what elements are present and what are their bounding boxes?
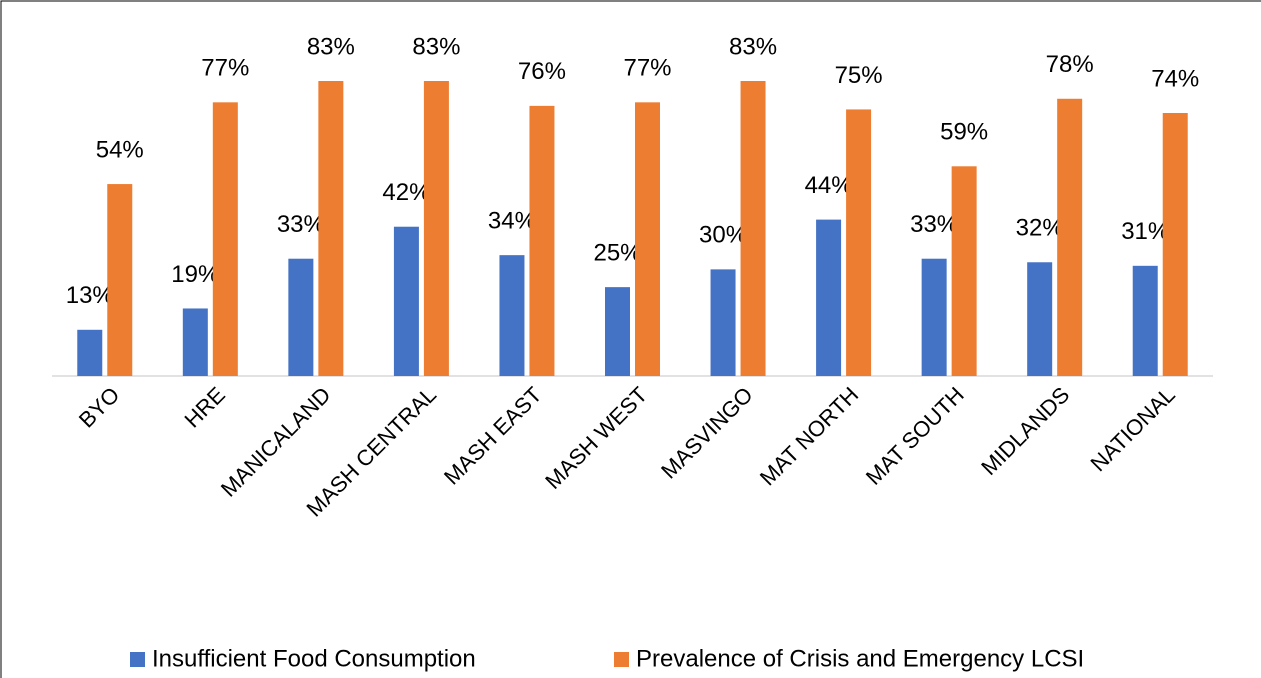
bar [318,81,344,376]
data-label: 75% [835,62,883,89]
legend-label: Insufficient Food Consumption [152,645,476,672]
data-label: 59% [940,119,988,146]
legend-label: Prevalence of Crisis and Emergency LCSI [636,645,1084,672]
x-tick-label: MIDLANDS [976,382,1074,480]
data-label: 42% [382,179,430,206]
data-label: 74% [1151,65,1199,92]
data-label: 31% [1121,218,1169,245]
data-label: 76% [518,58,566,85]
bar [921,258,947,376]
bar [107,184,133,376]
bar [635,102,660,376]
bar [393,226,419,376]
bar [605,287,630,376]
x-tick-label: BYO [74,382,125,433]
x-tick-label: MAT NORTH [755,382,863,490]
data-label: 78% [1046,51,1094,78]
legend-swatch [614,652,629,667]
x-tick-label: HRE [179,382,230,433]
bar [1027,262,1053,376]
bar [951,166,977,376]
data-label: 13% [66,282,114,309]
bar [212,102,238,376]
data-label: 33% [910,211,958,238]
bar [1132,265,1158,376]
data-label: 25% [593,239,641,266]
data-label: 33% [277,211,325,238]
data-label: 77% [623,55,671,82]
data-label: 77% [201,55,249,82]
legend-swatch [130,652,145,667]
x-tick-label: NATIONAL [1086,382,1180,476]
bar [499,255,525,376]
data-label: 54% [96,136,144,163]
bar [529,105,555,376]
bar [77,329,103,376]
data-label: 83% [729,33,777,60]
x-tick-label: MASH WEST [540,382,652,494]
bar [1162,112,1188,377]
bar [288,258,314,376]
data-label: 83% [412,33,460,60]
x-tick-label: MASH EAST [439,382,547,490]
bar [423,81,449,376]
bar [1057,98,1083,376]
x-tick-label: MASVINGO [656,382,758,484]
bar [710,269,736,376]
data-label: 34% [488,208,536,235]
data-label: 30% [699,222,747,249]
data-label: 44% [805,172,853,199]
data-label: 32% [1016,215,1064,242]
x-tick-label: MAT SOUTH [861,382,969,490]
bar [846,109,872,376]
data-label: 83% [307,33,355,60]
data-label: 19% [171,261,219,288]
bar [182,308,208,376]
bar [816,219,842,376]
bar [740,81,766,376]
x-tick-label: MANICALAND [216,382,336,502]
